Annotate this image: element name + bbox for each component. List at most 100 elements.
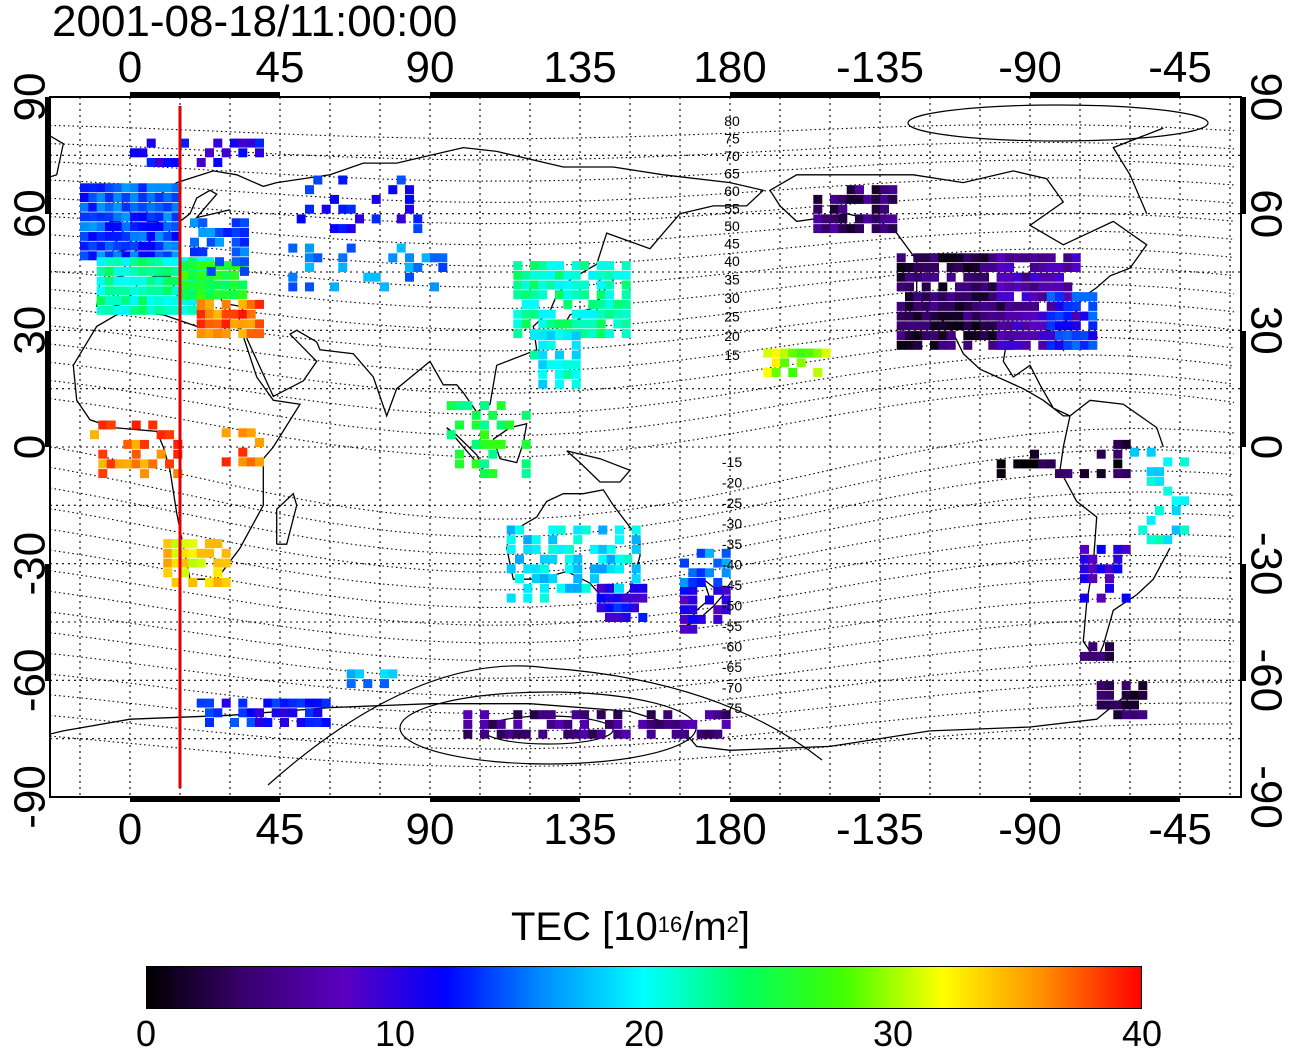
- tec-pixel: [1005, 272, 1014, 282]
- tec-pixel: [113, 222, 123, 232]
- tec-pixel: [221, 319, 231, 329]
- lat-tick-right: -90: [1242, 765, 1291, 829]
- tec-pixel: [571, 350, 581, 360]
- tec-pixel: [206, 266, 216, 276]
- tec-pixel: [96, 202, 106, 212]
- tec-pixel: [455, 449, 464, 459]
- tec-pixel: [671, 719, 681, 729]
- tec-pixel: [780, 358, 789, 368]
- tec-pixel: [163, 222, 173, 232]
- tec-pixel: [596, 290, 606, 300]
- tec-pixel: [488, 449, 498, 459]
- tec-pixel: [555, 280, 564, 290]
- tec-pixel: [206, 237, 216, 247]
- tec-pixel: [955, 301, 964, 311]
- tec-pixel: [371, 194, 381, 204]
- tec-pixel: [546, 360, 556, 370]
- maglat-contour: [50, 597, 1235, 662]
- tec-pixel: [888, 185, 898, 195]
- tec-pixel: [506, 544, 516, 554]
- tec-pixel: [680, 605, 689, 615]
- tec-pixel: [1038, 311, 1048, 321]
- tec-pixel: [1130, 710, 1139, 720]
- lat-tick-left: -60: [6, 649, 55, 713]
- tec-pixel: [238, 280, 248, 290]
- tec-pixel: [313, 698, 323, 708]
- tec-pixel: [146, 276, 156, 286]
- tec-pixel: [1121, 439, 1131, 449]
- tec-pixel: [188, 270, 198, 280]
- tec-pixel: [546, 270, 556, 280]
- tec-pixel: [155, 276, 164, 286]
- tec-pixel: [556, 525, 566, 535]
- tec-pixel: [896, 282, 906, 292]
- tec-pixel: [896, 253, 906, 263]
- tec-data-points: [80, 138, 1189, 739]
- tec-pixel: [188, 280, 198, 290]
- tec-pixel: [213, 280, 223, 290]
- tec-pixel: [305, 718, 314, 727]
- tec-pixel: [146, 212, 156, 222]
- tec-pixel: [590, 544, 599, 554]
- tec-pixel: [296, 698, 306, 708]
- tec-pixel: [1038, 253, 1048, 263]
- tec-pixel: [563, 360, 573, 370]
- tec-pixel: [121, 251, 131, 261]
- tec-pixel: [1105, 583, 1114, 593]
- tec-pixel: [121, 241, 131, 251]
- tec-pixel: [855, 214, 864, 224]
- tec-pixel: [980, 272, 989, 282]
- tec-pixel: [238, 148, 248, 158]
- tec-pixel: [163, 568, 173, 578]
- tec-pixel: [196, 329, 206, 339]
- tec-pixel: [980, 253, 989, 263]
- tec-pixel: [530, 261, 539, 271]
- tec-pixel: [1005, 301, 1014, 311]
- tec-pixel: [240, 218, 249, 228]
- tec-pixel: [605, 261, 614, 271]
- tec-pixel: [606, 564, 616, 574]
- maglat-contour: [50, 723, 1234, 768]
- tec-pixel: [1038, 282, 1048, 292]
- tec-pixel: [480, 430, 489, 440]
- tec-pixel: [1163, 535, 1173, 545]
- tec-pixel: [680, 578, 689, 587]
- tec-pixel: [146, 183, 156, 193]
- tec-pixel: [88, 202, 98, 212]
- tec-pixel: [946, 272, 956, 282]
- tec-pixel: [621, 613, 631, 622]
- tec-pixel: [1005, 263, 1014, 272]
- tec-pixel: [121, 183, 131, 193]
- tec-pixel: [180, 568, 189, 578]
- tec-pixel: [106, 420, 116, 430]
- tec-pixel: [663, 719, 673, 729]
- tec-pixel: [130, 251, 139, 261]
- tec-pixel: [230, 718, 239, 727]
- tec-pixel: [971, 253, 981, 263]
- tec-pixel: [171, 266, 181, 276]
- tec-pixel: [113, 266, 123, 276]
- maglat-contour: [50, 639, 1235, 697]
- tec-pixel: [921, 272, 931, 282]
- colorbar-title: TEC [1016/m2]: [511, 903, 750, 951]
- tec-pixel: [548, 525, 558, 535]
- tec-pixel: [921, 301, 931, 311]
- tec-pixel: [555, 331, 564, 341]
- tec-pixel: [538, 360, 548, 370]
- tec-pixel: [930, 301, 939, 311]
- tec-pixel: [1030, 321, 1039, 331]
- tec-pixel: [255, 708, 264, 718]
- tec-pixel: [913, 253, 923, 263]
- tec-pixel: [905, 282, 914, 292]
- tec-pixel: [198, 218, 208, 228]
- tec-pixel: [565, 583, 574, 593]
- tec-pixel: [688, 605, 698, 615]
- tec-pixel: [188, 548, 198, 558]
- colorbar-title-mid: /m: [682, 905, 727, 949]
- tec-pixel: [238, 299, 248, 309]
- tec-pixel: [1063, 292, 1073, 302]
- tec-pixel: [588, 309, 598, 319]
- tec-pixel: [705, 710, 714, 720]
- tec-pixel: [855, 185, 864, 195]
- tec-pixel: [180, 280, 189, 290]
